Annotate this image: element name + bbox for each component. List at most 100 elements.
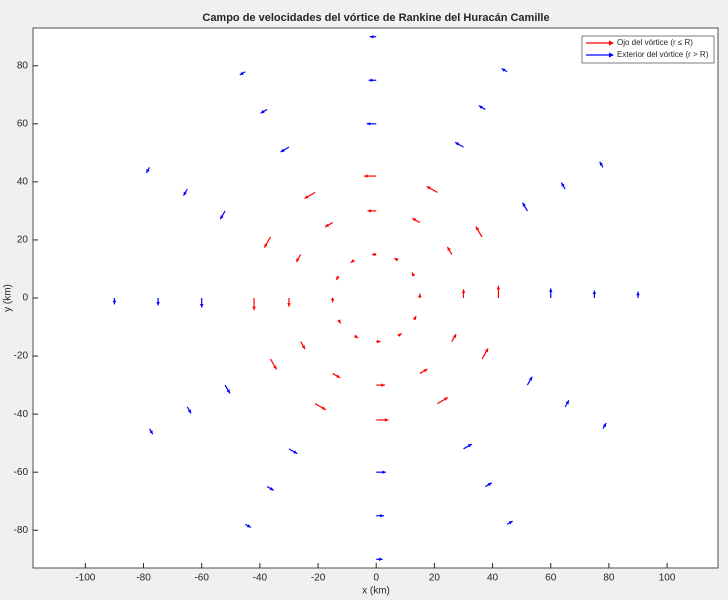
x-tick-label: 40 [487, 573, 499, 584]
arrow-head [239, 71, 244, 75]
arrow-head [565, 400, 569, 405]
arrow-head [561, 182, 565, 187]
arrow-head [447, 246, 451, 251]
arrow-head [394, 258, 399, 262]
arrow-head [325, 223, 330, 227]
arrow-head [599, 161, 604, 166]
y-tick-label: 0 [22, 293, 28, 304]
arrow [549, 288, 553, 298]
arrow-head [455, 142, 460, 146]
arrow-head [412, 218, 417, 222]
arrow-head [475, 226, 480, 231]
x-tick-label: -40 [253, 573, 268, 584]
arrow-head [384, 418, 389, 422]
arrow [186, 406, 192, 414]
arrow [461, 289, 466, 298]
arrow-head [379, 557, 383, 562]
arrow [332, 372, 341, 379]
arrow [224, 384, 231, 394]
arrow [419, 368, 428, 374]
arrow [295, 254, 302, 263]
arrow [354, 334, 359, 339]
arrow [376, 383, 385, 387]
arrow [437, 396, 449, 405]
arrow [266, 486, 274, 491]
arrow-head [330, 298, 335, 303]
arrow [287, 298, 291, 307]
arrow [337, 319, 342, 324]
arrow-head [423, 369, 428, 373]
arrow-head [296, 258, 300, 262]
x-tick-label: 20 [429, 573, 441, 584]
arrow [411, 272, 416, 277]
legend-arrow-head [609, 52, 614, 58]
legend-label: Exterior del vórtice (r > R) [617, 50, 709, 59]
arrow [330, 298, 335, 303]
arrow [397, 333, 403, 337]
arrow-head [636, 291, 640, 296]
arrow-head [264, 243, 268, 248]
arrow-head [337, 319, 341, 324]
arrow [219, 210, 226, 220]
arrow-head [418, 293, 422, 298]
arrow [368, 78, 377, 82]
arrow-head [226, 389, 230, 394]
arrow [304, 191, 316, 200]
arrow-head [364, 174, 368, 178]
arrow [367, 209, 377, 213]
x-tick-label: -80 [136, 573, 151, 584]
x-tick-label: -60 [194, 573, 209, 584]
arrow [366, 122, 377, 126]
arrow [369, 34, 377, 39]
y-tick-label: 80 [17, 60, 29, 71]
arrow-head [287, 303, 291, 307]
arrow-head [461, 289, 466, 293]
arrow [252, 298, 256, 311]
arrow-head [246, 524, 251, 528]
arrow [599, 161, 604, 168]
arrow [335, 275, 340, 281]
arrow [324, 222, 333, 228]
y-tick-label: 60 [17, 118, 29, 129]
y-tick-label: 20 [17, 235, 29, 246]
arrow [412, 315, 417, 321]
arrow-head [528, 376, 533, 381]
arrow [149, 428, 154, 435]
arrow-head [412, 316, 417, 320]
arrow [371, 252, 377, 257]
arrow [475, 226, 483, 238]
arrow-head [487, 482, 492, 487]
arrow-head [260, 109, 265, 114]
arrow [522, 202, 528, 212]
arrow [411, 217, 421, 224]
arrow [280, 146, 290, 153]
legend-arrow-head [609, 40, 614, 46]
arrow [560, 182, 566, 190]
arrow-head [336, 374, 341, 378]
arrow [314, 403, 327, 411]
arrow-head [112, 300, 117, 305]
arrow [350, 259, 355, 263]
arrow [451, 333, 457, 342]
arrow-head [199, 303, 204, 308]
arrow-head [269, 487, 274, 491]
arrow-head [220, 215, 224, 220]
y-tick-label: -60 [14, 467, 29, 478]
arrow-head [501, 68, 506, 72]
plot-area [33, 28, 718, 568]
arrow [239, 71, 246, 76]
arrow-head [592, 290, 597, 295]
arrow-head [336, 276, 340, 280]
arrow-head [273, 365, 277, 370]
arrow-head [321, 406, 326, 410]
arrow-head [496, 285, 501, 290]
y-tick-label: -40 [14, 409, 29, 420]
x-tick-label: 60 [545, 573, 557, 584]
arrow [463, 443, 473, 450]
arrow-head [549, 288, 553, 293]
x-tick-label: -20 [311, 573, 326, 584]
arrow [564, 400, 570, 408]
arrow [592, 290, 597, 298]
arrow-head [371, 252, 376, 257]
